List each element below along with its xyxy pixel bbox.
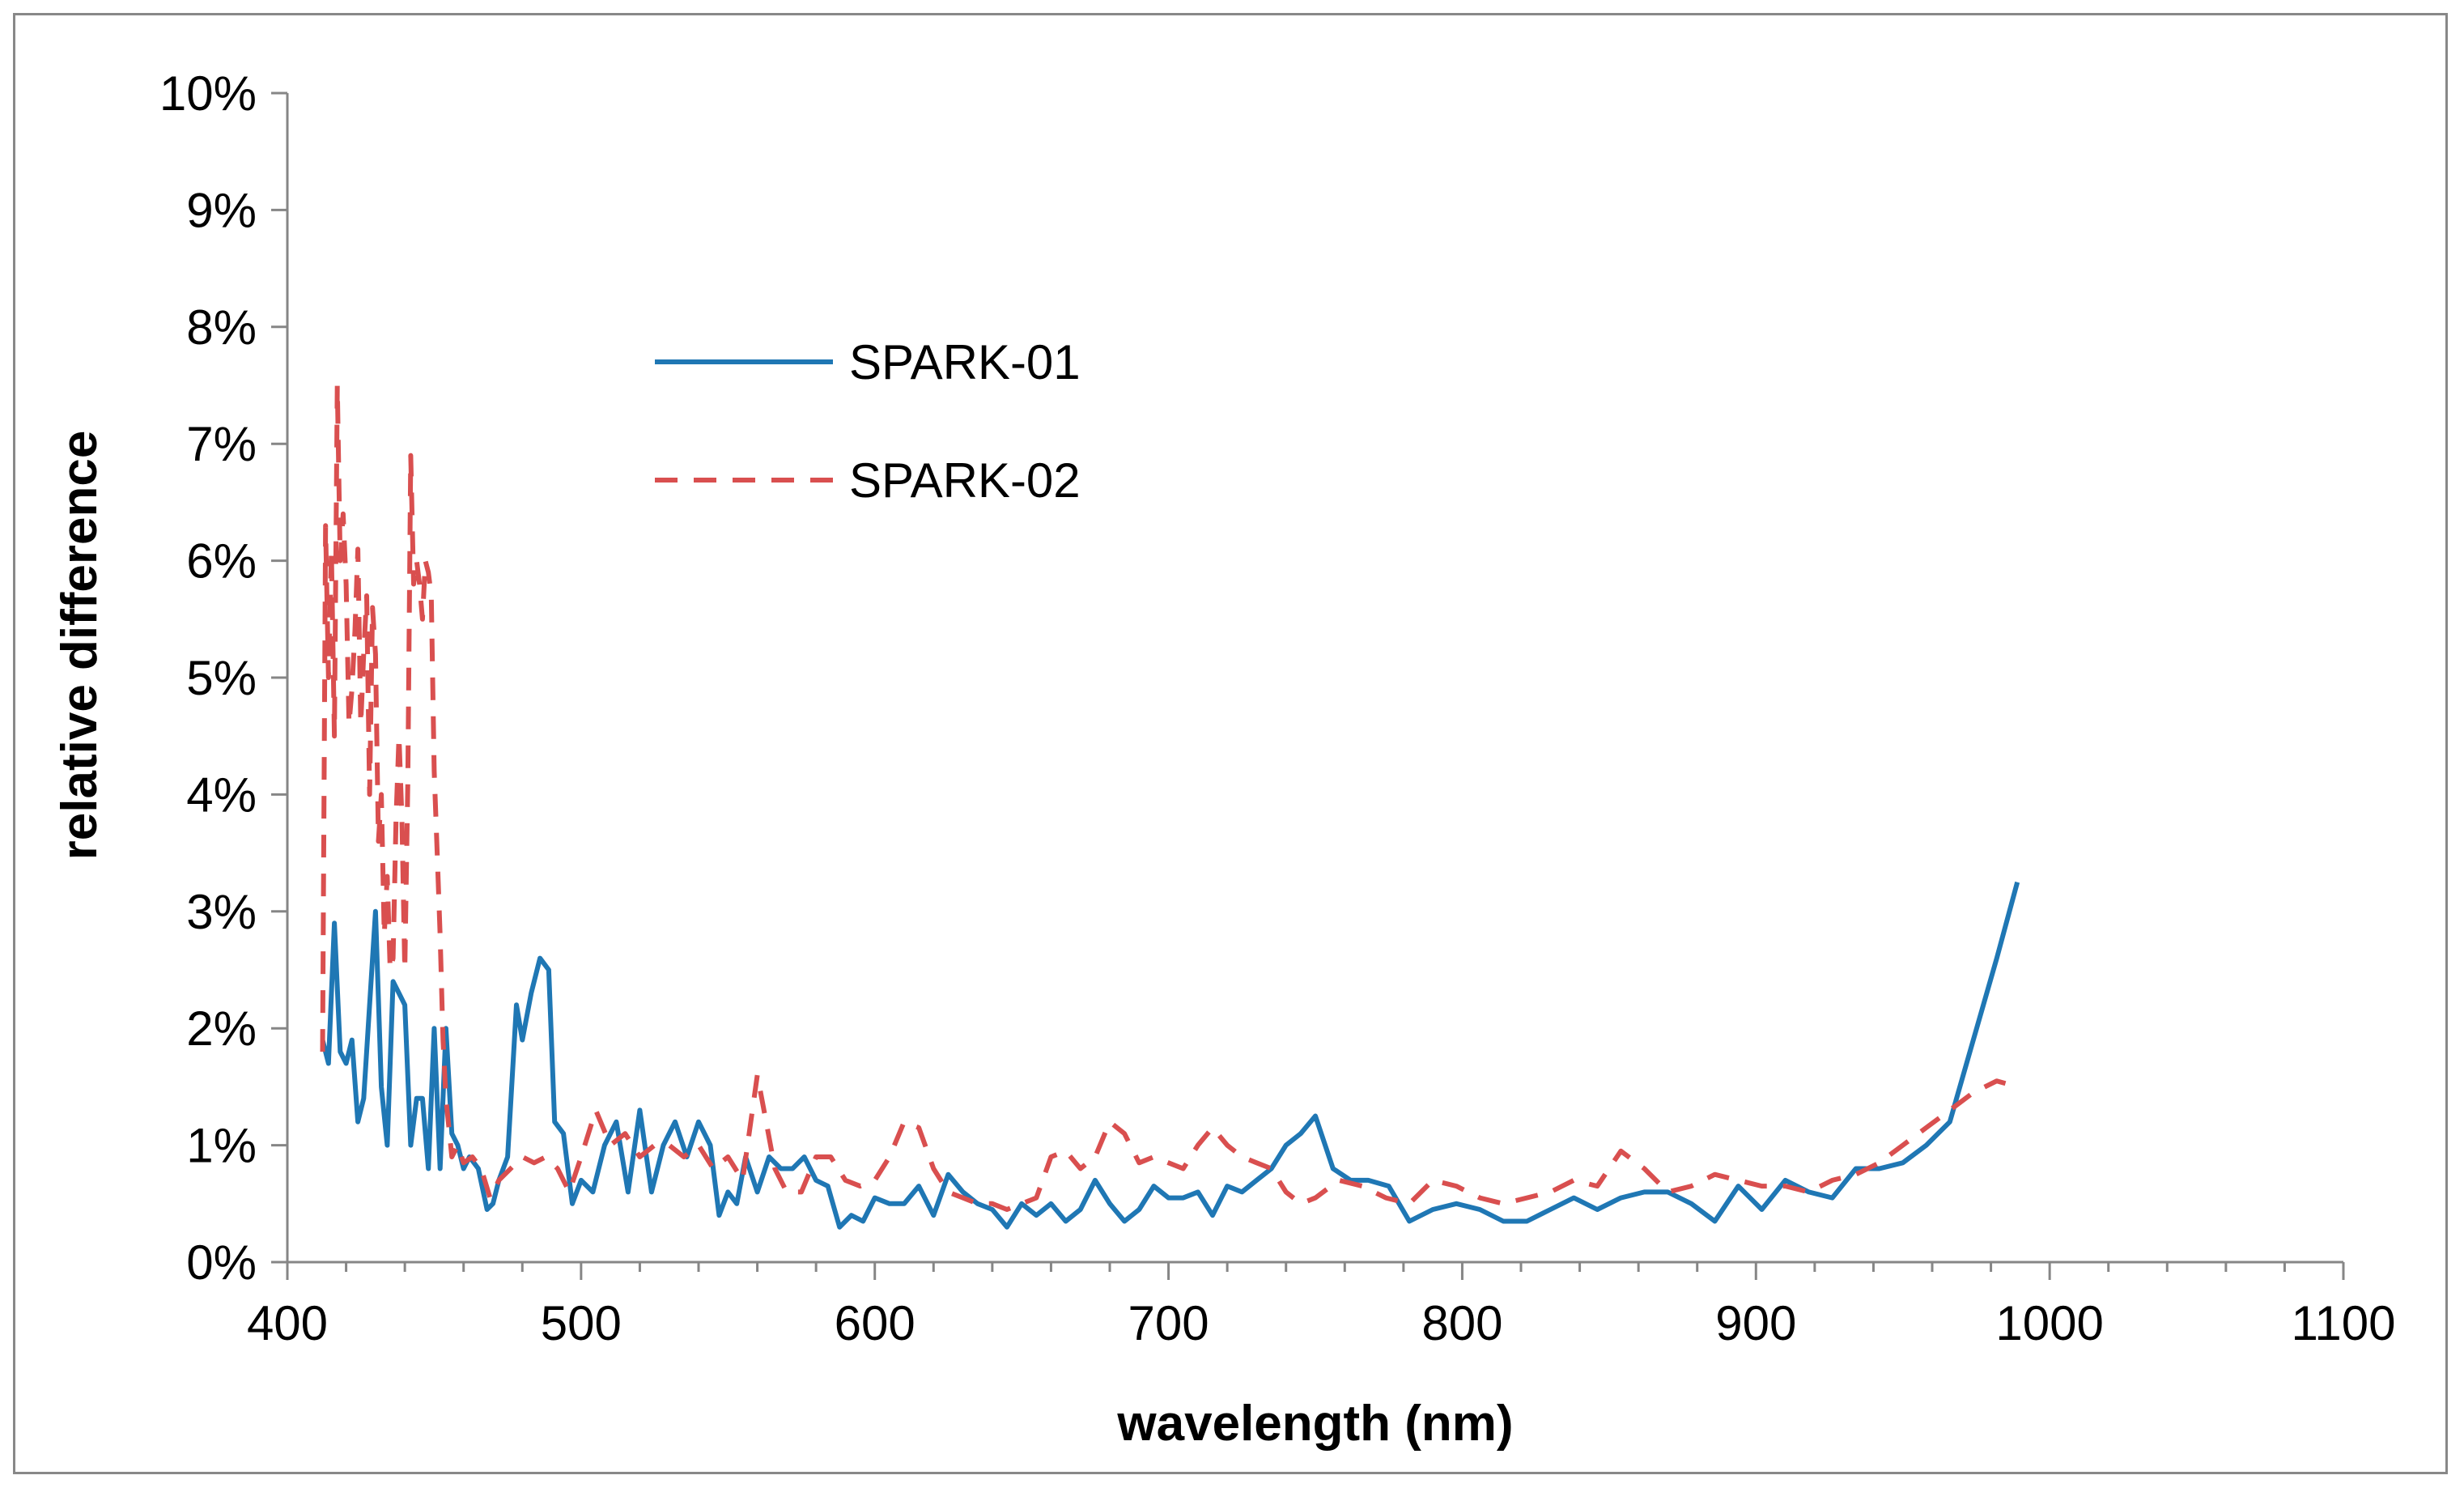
legend-label-spark-02: SPARK-02 xyxy=(849,453,1081,508)
chart-frame: 0% 1% 2% 3% 4% 5% 6% 7% 8% 9% 10% 400 500 600 700 800 9… xyxy=(13,13,2448,1474)
y-tick-label: 5% xyxy=(186,651,257,705)
x-tick-label: 400 xyxy=(247,1296,328,1350)
y-tick-label: 7% xyxy=(186,417,257,471)
chart-svg: 0% 1% 2% 3% 4% 5% 6% 7% 8% 9% 10% 400 500 600 700 800 9… xyxy=(52,66,2396,1452)
x-tick-label: 800 xyxy=(1421,1296,1502,1350)
x-tick-label: 700 xyxy=(1128,1296,1209,1350)
x-ticks-layer: 400 500 600 700 800 900 1000 1100 xyxy=(247,1262,2396,1350)
series-line-spark-01 xyxy=(320,881,2020,1230)
x-axis-title: wavelength (nm) xyxy=(1116,1396,1513,1452)
y-tick-label: 2% xyxy=(186,1001,257,1056)
y-tick-label: 1% xyxy=(186,1119,257,1173)
series-layer xyxy=(320,383,2020,1230)
y-tick-label: 3% xyxy=(186,885,257,939)
y-tick-label: 6% xyxy=(186,534,257,589)
y-tick-label: 9% xyxy=(186,183,257,237)
y-tick-label: 8% xyxy=(186,300,257,355)
x-tick-label: 1100 xyxy=(2291,1296,2395,1350)
x-tick-label: 500 xyxy=(541,1296,622,1350)
y-tick-label: 0% xyxy=(186,1235,257,1290)
x-tick-label: 1000 xyxy=(1995,1296,2103,1350)
axes-layer xyxy=(286,93,2343,1264)
y-tick-label: 10% xyxy=(159,66,257,121)
legend-label-spark-01: SPARK-01 xyxy=(849,335,1081,389)
x-tick-label: 900 xyxy=(1715,1296,1796,1350)
x-tick-label: 600 xyxy=(835,1296,916,1350)
y-tick-label: 4% xyxy=(186,767,257,822)
y-ticks-layer: 0% 1% 2% 3% 4% 5% 6% 7% 8% 9% 10% xyxy=(159,66,287,1290)
y-axis-title: relative difference xyxy=(52,431,108,861)
legend: SPARK-01 SPARK-02 xyxy=(655,335,1081,508)
series-line-spark-02 xyxy=(320,383,2019,1212)
